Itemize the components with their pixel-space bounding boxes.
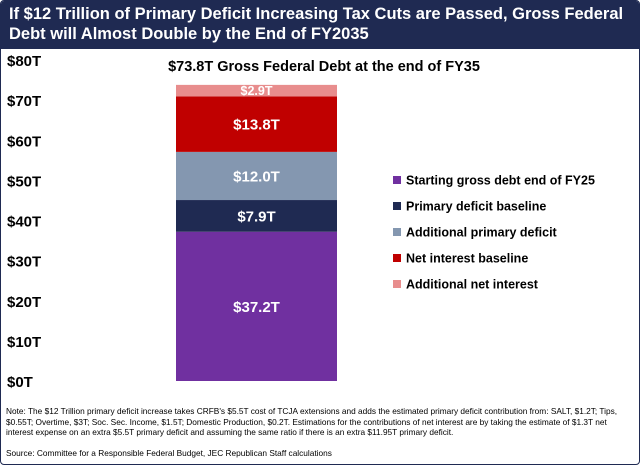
source-text: Source: Committee for a Responsible Fede… <box>6 448 332 458</box>
chart-title: $73.8T Gross Federal Debt at the end of … <box>168 59 480 75</box>
y-tick-label: $30T <box>7 254 41 271</box>
y-axis: $0T $10T $20T $30T $40T $50T $60T $70T $80T <box>7 53 41 391</box>
legend-label: Net interest baseline <box>406 252 528 266</box>
data-label: $13.8T <box>233 117 280 134</box>
data-label: $7.9T <box>237 208 275 225</box>
legend-swatch <box>393 176 401 184</box>
page-title: If $12 Trillion of Primary Deficit Incre… <box>9 5 624 43</box>
legend-swatch <box>393 254 401 262</box>
bar-segment-3 <box>176 151 337 201</box>
y-tick-label: $20T <box>7 294 41 311</box>
footnote-text: Note: The $12 Trillion primary deficit i… <box>6 406 618 438</box>
legend: Starting gross debt end of FY25 Primary d… <box>393 174 595 292</box>
legend-swatch <box>393 228 401 236</box>
legend-label: Additional net interest <box>406 278 539 292</box>
bar-segment-5 <box>176 84 337 97</box>
data-label: $12.0T <box>233 168 280 185</box>
y-tick-label: $10T <box>7 334 41 351</box>
data-label: $2.9T <box>241 84 273 98</box>
data-label: $37.2T <box>233 299 280 316</box>
header-banner: If $12 Trillion of Primary Deficit Incre… <box>1 1 639 49</box>
stacked-bar: $37.2T $7.9T $12.0T $13.8T $2.9T <box>176 84 337 381</box>
legend-label: Starting gross debt end of FY25 <box>406 174 595 188</box>
y-tick-label: $60T <box>7 133 41 150</box>
y-tick-label: $0T <box>7 374 33 391</box>
legend-label: Primary deficit baseline <box>406 200 546 214</box>
y-tick-label: $50T <box>7 173 41 190</box>
y-tick-label: $70T <box>7 93 41 110</box>
bar-segment-4 <box>176 96 337 152</box>
legend-swatch <box>393 202 401 210</box>
y-tick-label: $80T <box>7 53 41 70</box>
legend-label: Additional primary deficit <box>406 226 558 240</box>
bar-segment-2 <box>176 200 337 232</box>
y-tick-label: $40T <box>7 214 41 231</box>
legend-swatch <box>393 280 401 288</box>
debt-stacked-bar-chart: $73.8T Gross Federal Debt at the end of … <box>7 53 595 391</box>
bar-segment-1 <box>176 231 337 381</box>
